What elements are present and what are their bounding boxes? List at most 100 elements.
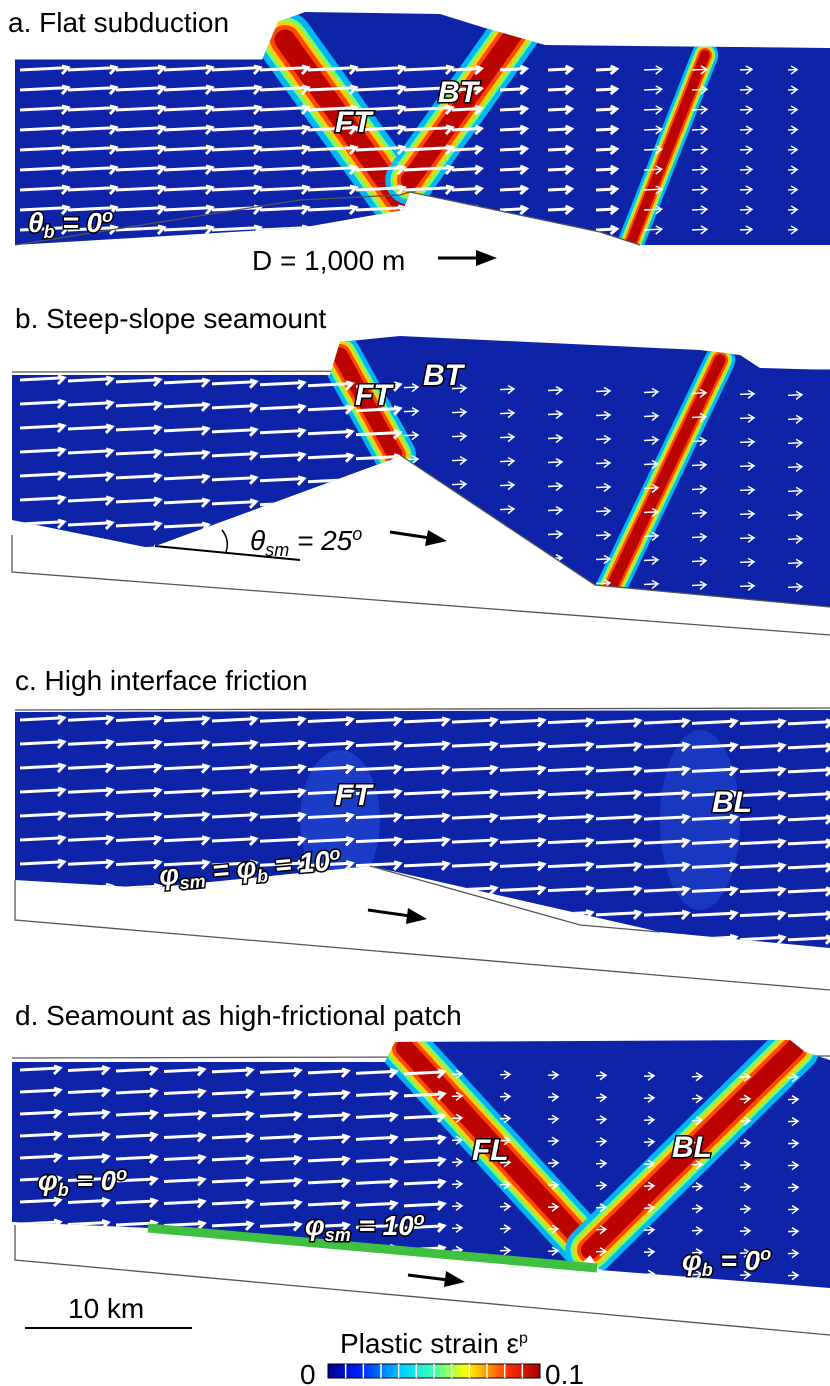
velocity-arrow [404,206,452,214]
velocity-arrow [260,1244,300,1252]
velocity-arrow [212,1266,252,1274]
velocity-arrow [116,908,160,916]
velocity-arrow [164,1243,204,1251]
velocity-arrow [740,606,754,614]
velocity-arrow [20,1264,60,1272]
displacement-note: D = 1,000 m [252,245,405,276]
velocity-arrow [308,226,356,234]
panel-title: c. High interface friction [15,665,308,696]
velocity-arrow [452,577,466,585]
velocity-arrow [596,1270,606,1278]
velocity-arrow [500,934,544,942]
velocity-arrow [20,884,64,892]
velocity-arrow [212,572,256,580]
figure: a. Flat subduction FT BT θb = 0o D = 1,0… [0,0,830,1386]
velocity-arrow [452,529,466,537]
model-domain [0,320,830,620]
velocity-arrow [20,932,64,940]
shear-band-label: BL [712,786,752,819]
velocity-arrow [164,909,208,917]
velocity-arrow [452,226,481,234]
velocity-arrow [356,934,400,942]
velocity-arrow [308,502,352,510]
velocity-arrow [500,1269,510,1277]
shear-band-label: BT [423,359,466,392]
velocity-arrow [308,909,352,917]
velocity-arrow [452,1268,462,1276]
velocity-arrow [68,932,112,940]
velocity-arrow [452,206,481,214]
velocity-arrow [308,1267,348,1275]
velocity-arrow [356,503,400,511]
shear-band-label: BT [438,76,481,109]
velocity-arrow [356,551,400,559]
velocity-arrow [20,1242,60,1250]
velocity-arrow [164,1265,204,1273]
velocity-arrow [20,592,64,600]
velocity-arrow [260,573,304,581]
velocity-arrow [596,604,610,612]
velocity-arrow [212,1244,252,1252]
velocity-arrow [404,886,448,894]
velocity-arrow [20,908,64,916]
velocity-arrow [20,544,64,552]
colorbar-max: 0.1 [545,1359,584,1386]
colorbar-min: 0 [300,1359,316,1386]
velocity-arrow [68,593,112,601]
velocity-arrow [500,910,544,918]
velocity-arrow [404,504,418,512]
shear-band-label: FT [335,779,374,812]
velocity-arrow [260,885,304,893]
velocity-arrow [68,569,112,577]
velocity-arrow [68,908,112,916]
velocity-arrow [500,226,526,234]
shear-band-label: FT [355,379,394,412]
velocity-arrow [596,935,640,943]
panel-title: b. Steep-slope seamount [15,303,327,334]
shear-band-label: BL [672,1131,712,1164]
velocity-arrow [404,480,418,488]
velocity-arrow [548,1269,558,1277]
velocity-arrow [500,578,514,586]
velocity-arrow [548,603,562,611]
velocity-arrow [500,602,514,610]
velocity-arrow [68,1242,108,1250]
velocity-arrow [788,607,802,615]
velocity-arrow [212,909,256,917]
velocity-arrow [116,594,160,602]
velocity-arrow [164,571,208,579]
velocity-arrow [356,886,400,894]
velocity-arrow [116,570,160,578]
colorbar-title: Plastic strain εp [340,1328,528,1359]
annotation: φb = 0o [38,1164,127,1200]
velocity-arrow [356,226,404,234]
velocity-arrow [212,885,256,893]
velocity-arrow [356,1267,396,1275]
panel-title: d. Seamount as high-frictional patch [15,1000,462,1031]
velocity-arrow [500,554,514,562]
velocity-arrow [548,579,562,587]
velocity-arrow [68,884,112,892]
velocity-arrow [356,575,400,583]
velocity-arrow [404,552,418,560]
velocity-arrow [260,909,304,917]
velocity-arrow [644,604,658,612]
velocity-arrow [116,932,160,940]
velocity-arrow [308,574,352,582]
velocity-arrow [356,479,400,487]
velocity-arrow [404,226,452,234]
annotation: θb = 0o [28,206,113,242]
model-domain [0,0,830,260]
velocity-arrow [260,933,304,941]
velocity-arrow [452,553,466,561]
velocity-arrow [116,1243,156,1251]
velocity-arrow [308,598,352,606]
scale-label: 10 km [68,1293,144,1324]
velocity-arrow [404,576,418,584]
velocity-arrow [212,596,256,604]
velocity-arrow [452,910,496,918]
shear-band-label: FL [472,1134,509,1167]
velocity-arrow [548,226,572,234]
velocity-arrow [404,934,448,942]
velocity-arrow [260,597,304,605]
